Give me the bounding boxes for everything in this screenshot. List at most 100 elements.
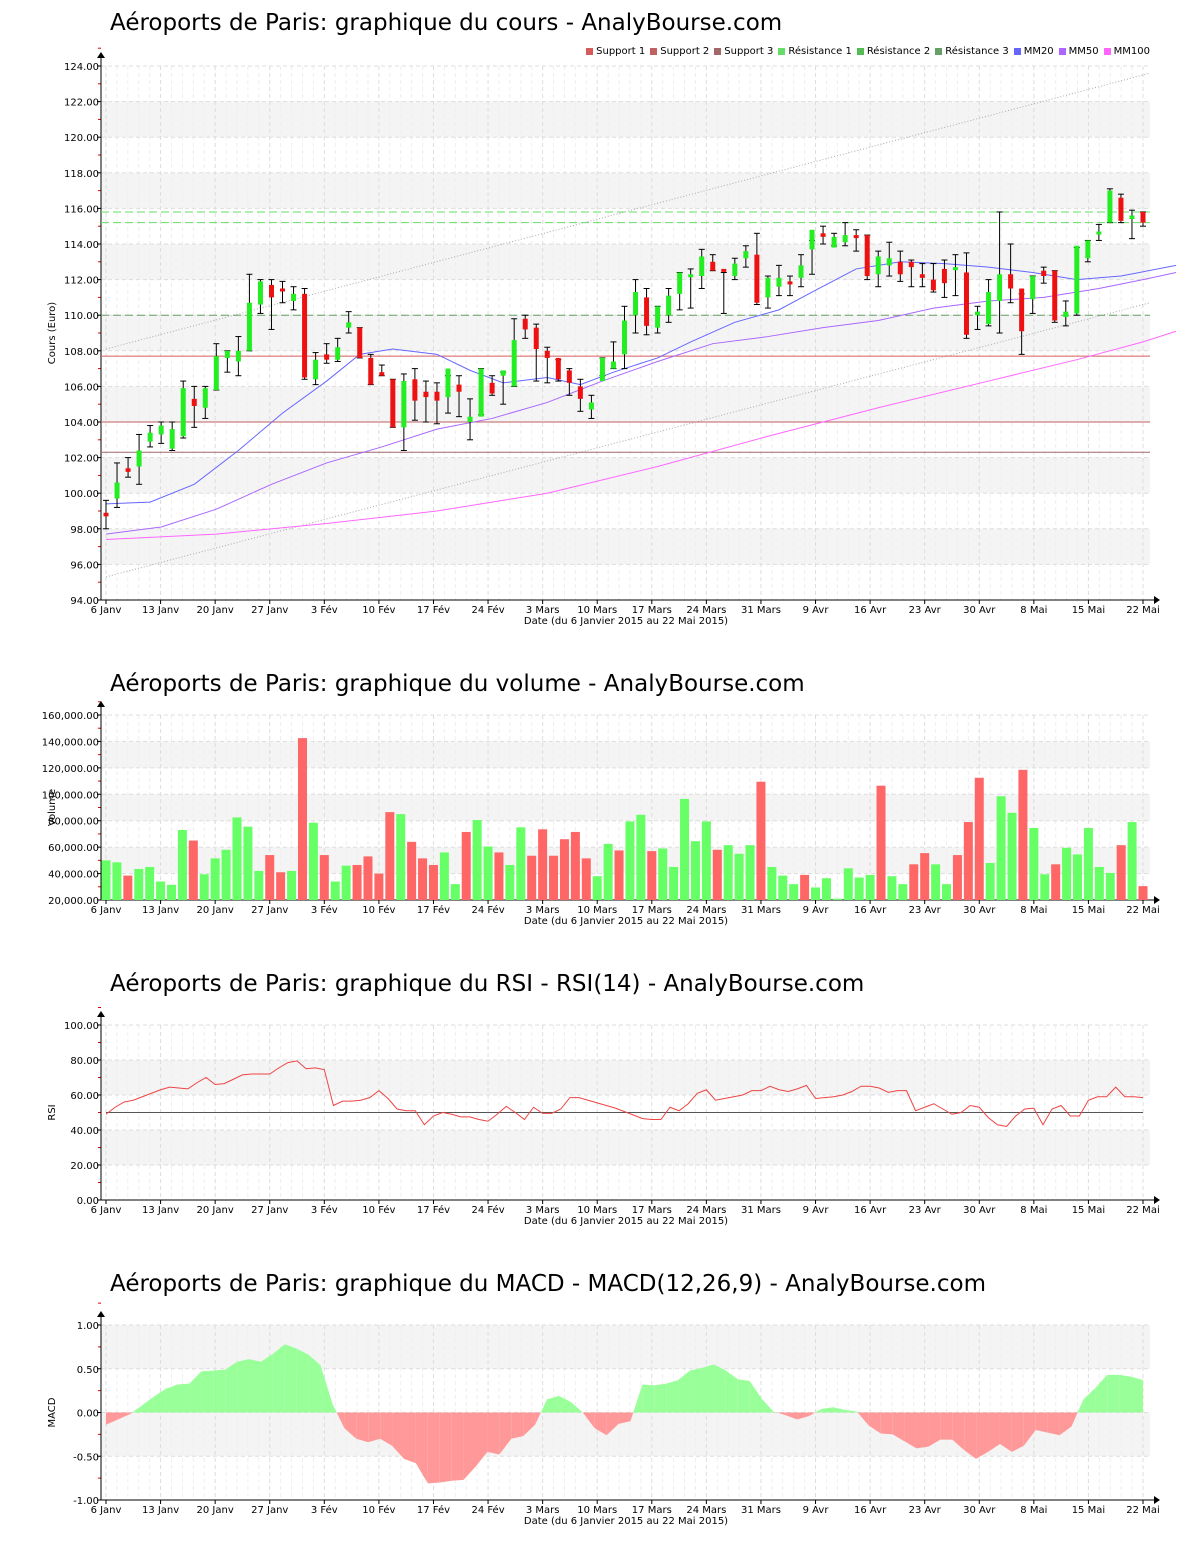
svg-text:24 Mars: 24 Mars	[686, 1505, 726, 1516]
volume-bar	[396, 814, 406, 900]
volume-bar	[319, 855, 329, 900]
candle	[775, 264, 782, 297]
svg-text:10 Fév: 10 Fév	[362, 604, 395, 616]
candle	[1007, 243, 1014, 304]
candle	[676, 271, 683, 311]
candle	[1106, 188, 1113, 224]
volume-bar	[690, 841, 700, 900]
volume-bar	[428, 864, 438, 900]
svg-text:13 Janv: 13 Janv	[142, 1505, 179, 1516]
candle	[500, 370, 507, 405]
svg-text:9 Avr: 9 Avr	[803, 605, 830, 616]
candle	[345, 311, 352, 334]
volume-bar	[854, 877, 864, 900]
volume-bar	[112, 862, 122, 900]
candle	[1062, 300, 1069, 327]
volume-bar	[658, 848, 668, 900]
svg-text:3 Fév: 3 Fév	[311, 1204, 338, 1216]
candle	[687, 268, 694, 309]
svg-text:10 Mars: 10 Mars	[577, 1205, 617, 1216]
candle	[963, 252, 970, 339]
svg-text:20 Janv: 20 Janv	[197, 1505, 234, 1516]
svg-text:Date (du 6 Janvier 2015 au 22: Date (du 6 Janvier 2015 au 22 Mai 2015)	[524, 916, 728, 927]
candle	[1140, 211, 1146, 227]
svg-text:10 Mars: 10 Mars	[577, 1505, 617, 1516]
volume-bar	[581, 858, 591, 900]
volume-bar	[767, 866, 777, 900]
svg-text:24 Fév: 24 Fév	[471, 1504, 504, 1516]
rsi-line	[105, 1060, 1144, 1128]
candle	[709, 254, 716, 272]
candle	[764, 275, 771, 309]
svg-text:6 Janv: 6 Janv	[91, 1205, 122, 1216]
volume-bar	[920, 853, 930, 900]
svg-text:0.50: 0.50	[77, 1365, 99, 1376]
candle	[908, 259, 915, 288]
svg-text:27 Janv: 27 Janv	[251, 1205, 288, 1216]
svg-text:8 Mai: 8 Mai	[1020, 905, 1047, 916]
svg-text:30 Avr: 30 Avr	[963, 1505, 996, 1516]
candle	[268, 279, 275, 330]
volume-bar	[1138, 886, 1148, 900]
svg-text:24 Fév: 24 Fév	[471, 904, 504, 916]
legend-label: Résistance 1	[788, 46, 852, 57]
svg-text:13 Janv: 13 Janv	[142, 605, 179, 616]
volume-bar	[472, 820, 482, 900]
svg-text:0.00: 0.00	[77, 1409, 99, 1420]
candle	[1018, 288, 1025, 355]
candle	[919, 263, 926, 288]
svg-text:17 Mars: 17 Mars	[632, 1205, 672, 1216]
legend-swatch-icon	[1058, 48, 1066, 55]
volume-bar	[210, 858, 220, 900]
candle	[864, 234, 871, 281]
candle	[974, 305, 981, 330]
volume-bar	[680, 798, 690, 900]
candle	[875, 250, 882, 288]
candle	[136, 433, 143, 485]
svg-text:10 Fév: 10 Fév	[362, 904, 395, 916]
volume-bar	[549, 855, 559, 900]
candle	[158, 421, 165, 444]
svg-text:118.00: 118.00	[64, 169, 99, 180]
candle	[786, 275, 793, 297]
svg-text:60.00: 60.00	[70, 1091, 99, 1102]
candle	[831, 232, 838, 248]
volume-bar	[166, 884, 176, 900]
candle	[809, 229, 816, 275]
volume-bar	[199, 874, 209, 900]
svg-text:160,000.00: 160,000.00	[42, 711, 99, 722]
svg-text:31 Mars: 31 Mars	[741, 1505, 781, 1516]
volume-bar	[385, 812, 395, 900]
volume-bar	[1018, 769, 1028, 900]
svg-text:3 Mars: 3 Mars	[526, 605, 560, 616]
candle	[246, 273, 253, 352]
volume-bar	[527, 855, 537, 900]
candle	[941, 259, 948, 298]
volume-bar	[909, 864, 919, 900]
volume-bar	[865, 874, 875, 900]
legend-label: Résistance 2	[866, 46, 931, 57]
candle	[1128, 209, 1135, 240]
volume-bar	[800, 874, 810, 900]
svg-text:122.00: 122.00	[64, 98, 99, 109]
volume-bar	[1062, 847, 1072, 900]
svg-text:16 Avr: 16 Avr	[854, 605, 887, 616]
svg-text:17 Mars: 17 Mars	[632, 1505, 672, 1516]
volume-bar	[1116, 845, 1126, 900]
svg-text:98.00: 98.00	[70, 525, 99, 536]
candle	[114, 462, 121, 508]
legend-item: Support 2	[650, 46, 709, 57]
svg-text:120,000.00: 120,000.00	[42, 764, 99, 775]
volume-bar	[832, 898, 842, 900]
volume-bar	[374, 873, 384, 900]
legend-item: MM100	[1103, 46, 1150, 57]
svg-text:30 Avr: 30 Avr	[963, 605, 996, 616]
svg-text:8 Mai: 8 Mai	[1020, 1505, 1047, 1516]
volume-bar	[647, 851, 657, 900]
volume-bar	[625, 821, 635, 900]
svg-text:9 Avr: 9 Avr	[803, 905, 830, 916]
volume-bar	[363, 856, 373, 900]
candle	[544, 346, 551, 384]
candle	[290, 286, 297, 311]
volume-bar	[450, 884, 460, 900]
